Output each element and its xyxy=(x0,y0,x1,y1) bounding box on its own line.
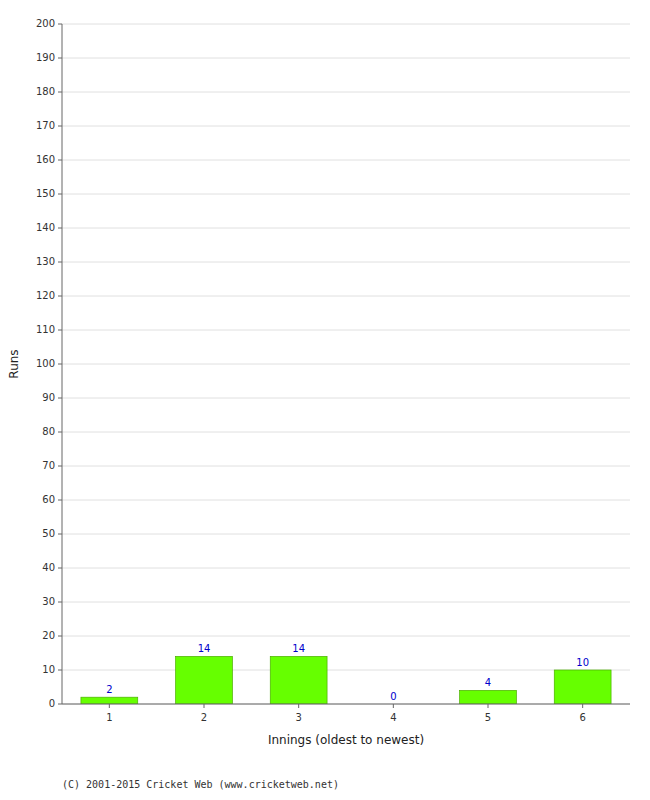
y-tick-label: 40 xyxy=(42,562,55,573)
y-tick-label: 130 xyxy=(36,256,55,267)
y-tick-label: 160 xyxy=(36,154,55,165)
bar xyxy=(270,656,327,704)
grid-line xyxy=(62,58,630,59)
bar xyxy=(176,656,233,704)
y-tick xyxy=(58,330,62,331)
bars xyxy=(81,656,611,704)
y-tick-label: 70 xyxy=(42,460,55,471)
grid-line xyxy=(62,636,630,637)
x-tick xyxy=(488,704,489,708)
y-tick-label: 100 xyxy=(36,358,55,369)
y-tick-label: 50 xyxy=(42,528,55,539)
bar xyxy=(460,690,517,704)
data-label: 14 xyxy=(292,643,305,654)
grid-line xyxy=(62,160,630,161)
x-tick xyxy=(298,704,299,708)
page: {"chart_data": {"type": "bar", "categori… xyxy=(0,0,650,800)
y-axis-line xyxy=(62,24,63,704)
grid-line xyxy=(62,194,630,195)
y-grid xyxy=(62,24,630,704)
x-axis-label: Innings (oldest to newest) xyxy=(268,733,424,747)
x-tick-label: 3 xyxy=(295,712,301,723)
x-tick xyxy=(393,704,394,708)
grid-line xyxy=(62,432,630,433)
x-tick-label: 2 xyxy=(201,712,207,723)
x-axis-line xyxy=(62,704,630,705)
y-tick xyxy=(58,398,62,399)
y-tick xyxy=(58,534,62,535)
y-tick xyxy=(58,126,62,127)
y-tick xyxy=(58,466,62,467)
grid-line xyxy=(62,24,630,25)
y-tick-label: 140 xyxy=(36,222,55,233)
y-tick-label: 80 xyxy=(42,426,55,437)
y-tick xyxy=(58,160,62,161)
y-tick xyxy=(58,364,62,365)
data-label: 4 xyxy=(485,677,491,688)
x-tick-label: 4 xyxy=(390,712,396,723)
data-label: 2 xyxy=(106,684,112,695)
data-label: 0 xyxy=(390,691,396,702)
y-tick xyxy=(58,296,62,297)
bar xyxy=(554,670,611,704)
y-tick-label: 110 xyxy=(36,324,55,335)
y-tick-label: 90 xyxy=(42,392,55,403)
data-labels: 2 14 14 0 4 10 xyxy=(106,643,589,702)
data-label: 10 xyxy=(576,657,589,668)
y-tick-label: 120 xyxy=(36,290,55,301)
x-axis: 1 2 3 4 5 6 xyxy=(62,704,630,723)
y-tick-label: 200 xyxy=(36,18,55,29)
data-label: 14 xyxy=(198,643,211,654)
y-tick xyxy=(58,228,62,229)
y-tick xyxy=(58,500,62,501)
grid-line xyxy=(62,466,630,467)
grid-line xyxy=(62,398,630,399)
y-axis: 0 10 20 30 40 50 60 70 80 90 100 110 120 130 140 150 160… xyxy=(36,18,62,709)
x-tick-label: 5 xyxy=(485,712,491,723)
footer-annotation: (C) 2001-2015 Cricket Web (www.cricketwe… xyxy=(62,779,339,790)
grid-line xyxy=(62,534,630,535)
y-tick-label: 60 xyxy=(42,494,55,505)
y-tick xyxy=(58,24,62,25)
y-tick xyxy=(58,262,62,263)
x-tick xyxy=(582,704,583,708)
y-tick xyxy=(58,432,62,433)
y-tick xyxy=(58,92,62,93)
y-tick-label: 190 xyxy=(36,52,55,63)
x-tick-label: 6 xyxy=(579,712,585,723)
y-tick-label: 150 xyxy=(36,188,55,199)
chart-container: 0102030405060708090100110120130140150160… xyxy=(0,0,650,800)
y-tick xyxy=(58,194,62,195)
y-axis-label: Runs xyxy=(7,349,21,378)
y-tick xyxy=(58,58,62,59)
y-tick xyxy=(58,670,62,671)
bar xyxy=(81,697,138,704)
y-tick-label: 20 xyxy=(42,630,55,641)
grid-line xyxy=(62,92,630,93)
y-tick-label: 180 xyxy=(36,86,55,97)
grid-line xyxy=(62,126,630,127)
y-tick xyxy=(58,704,62,705)
grid-line xyxy=(62,228,630,229)
y-tick xyxy=(58,636,62,637)
x-tick-label: 1 xyxy=(106,712,112,723)
grid-line xyxy=(62,670,630,671)
grid-line xyxy=(62,500,630,501)
y-tick-label: 30 xyxy=(42,596,55,607)
grid-line xyxy=(62,330,630,331)
grid-line xyxy=(62,296,630,297)
grid-line xyxy=(62,262,630,263)
y-tick xyxy=(58,602,62,603)
x-tick xyxy=(204,704,205,708)
y-tick-label: 170 xyxy=(36,120,55,131)
y-tick-label: 0 xyxy=(49,698,55,709)
y-tick xyxy=(58,568,62,569)
grid-line xyxy=(62,568,630,569)
grid-line xyxy=(62,602,630,603)
grid-line xyxy=(62,364,630,365)
grid-line xyxy=(62,704,630,705)
x-tick xyxy=(109,704,110,708)
chart-svg: 0102030405060708090100110120130140150160… xyxy=(0,0,650,800)
y-tick-label: 10 xyxy=(42,664,55,675)
